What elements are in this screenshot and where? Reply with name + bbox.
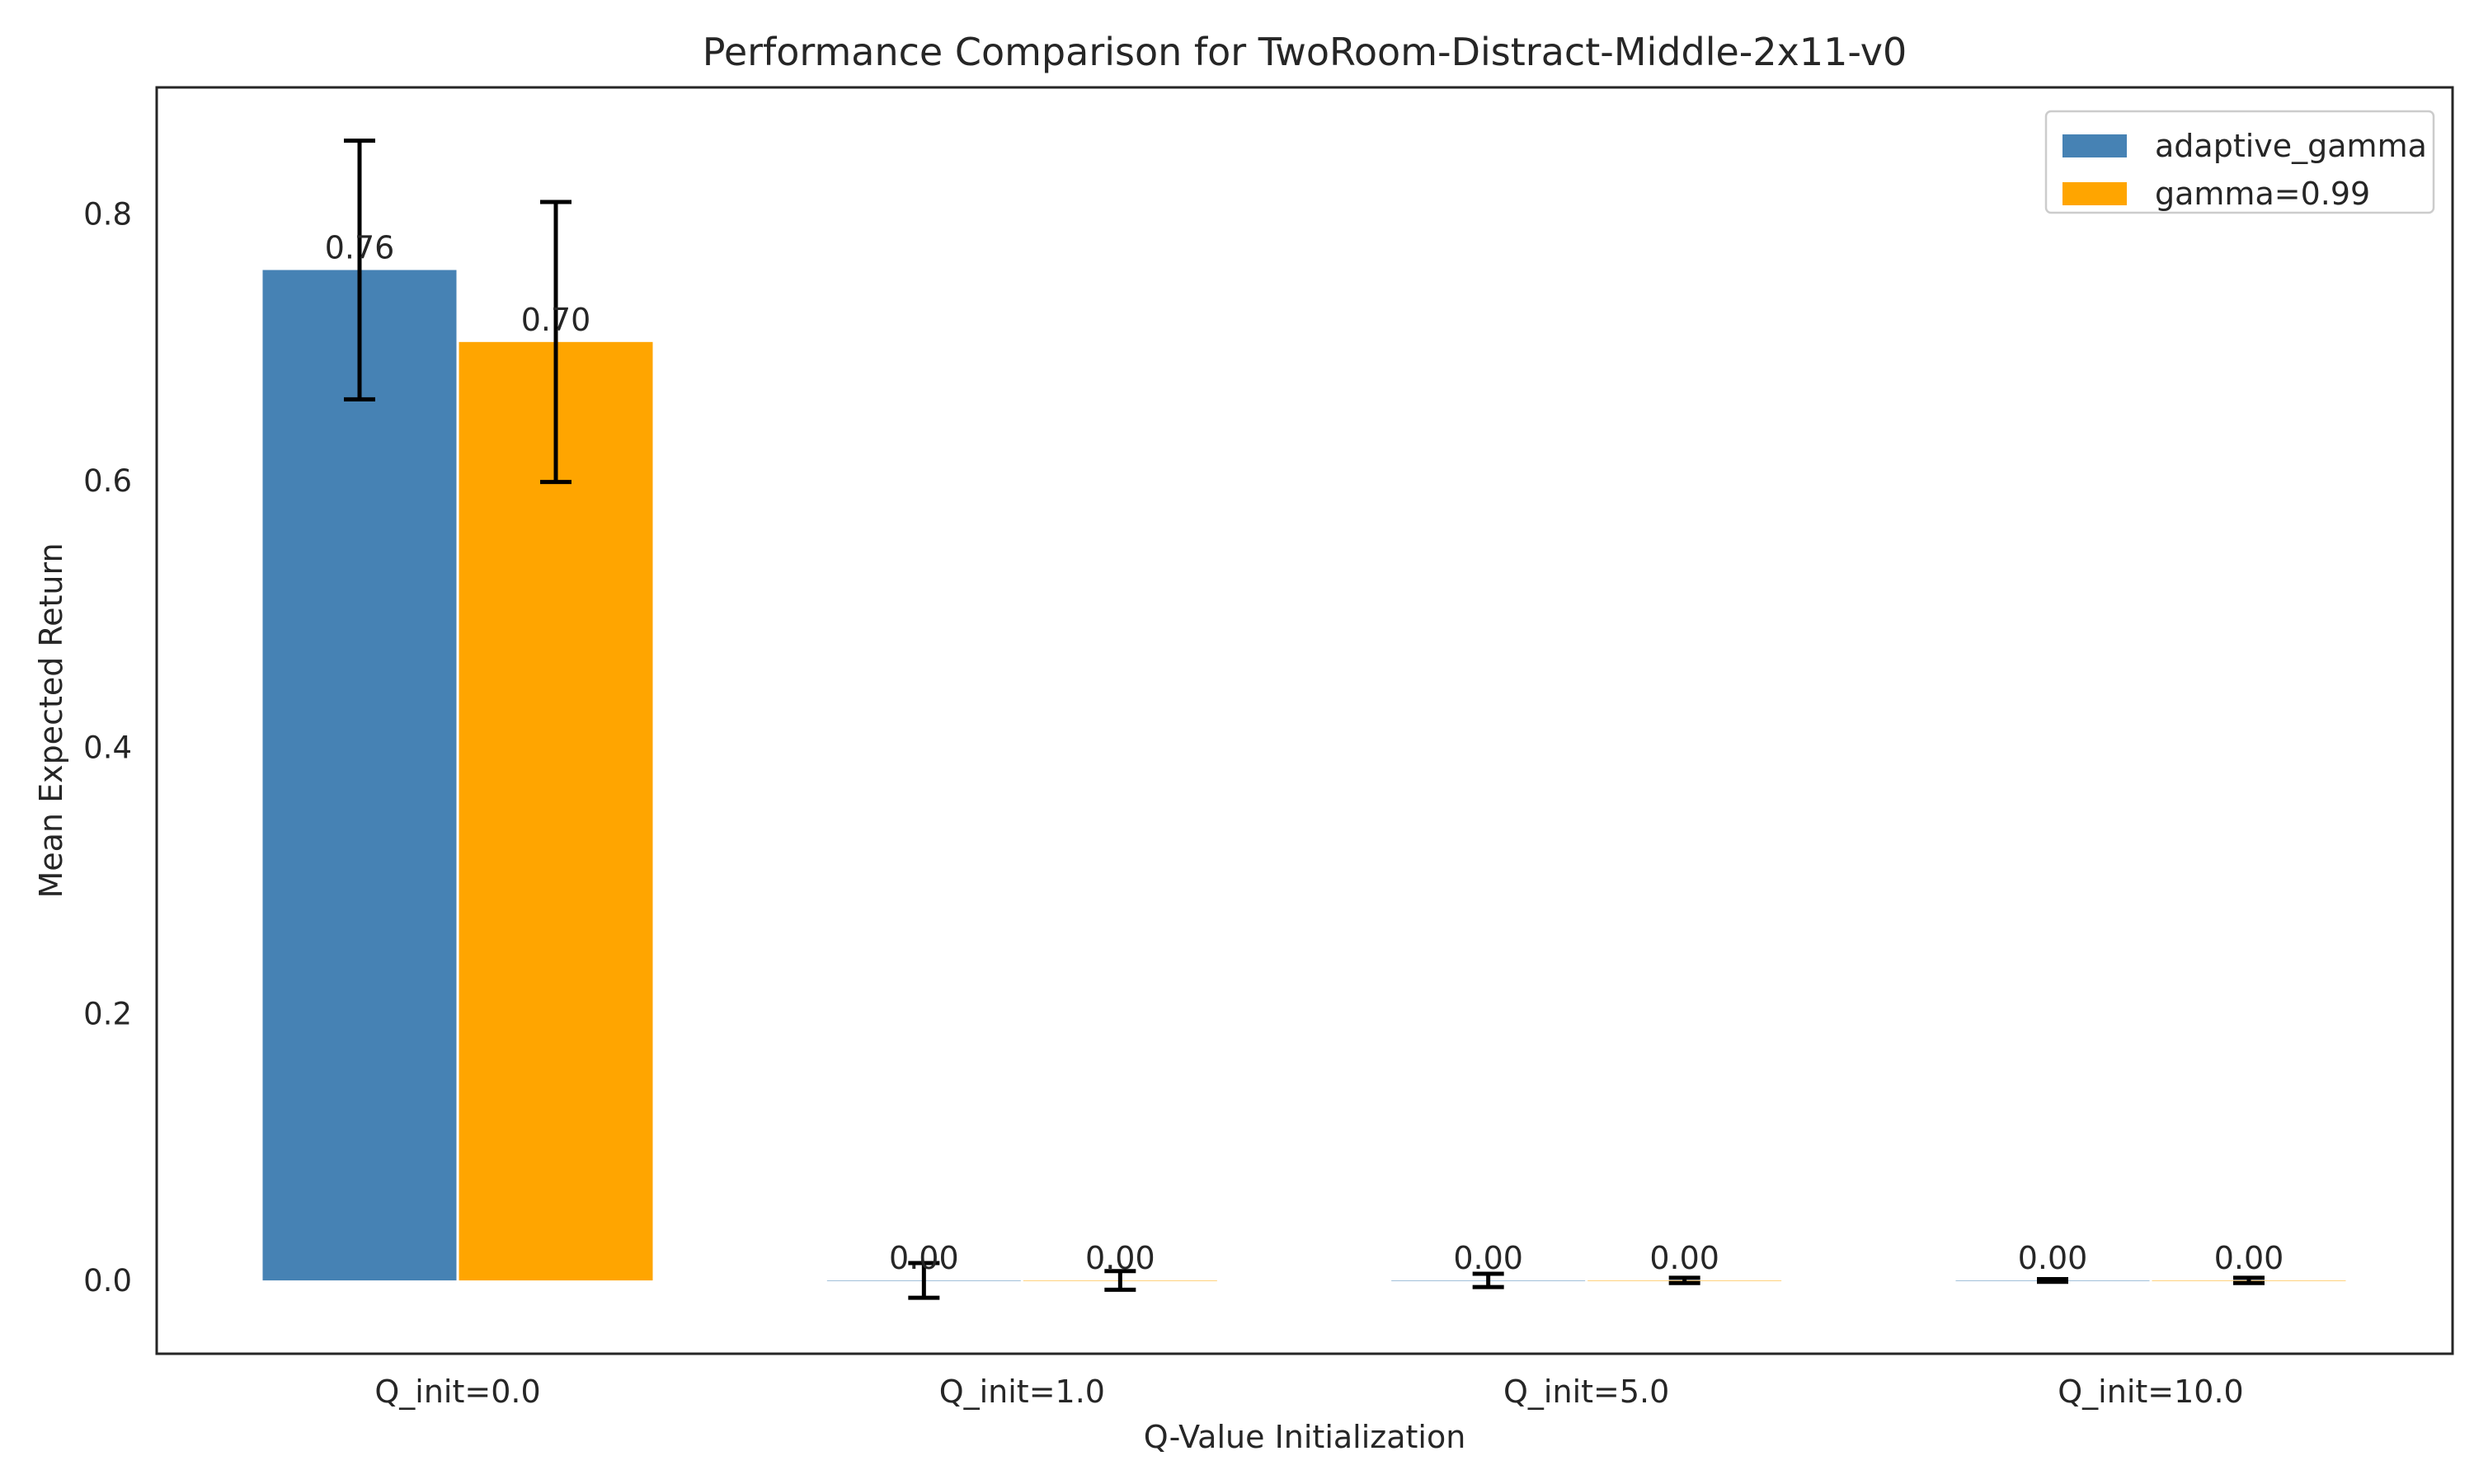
data-label-s0-c0: 0.76 xyxy=(325,230,395,266)
y-tick-label: 0.8 xyxy=(83,197,132,232)
data-label-s0-c2: 0.00 xyxy=(1453,1240,1523,1276)
axes-frame xyxy=(155,86,2454,1355)
error-bar-s0-c2 xyxy=(1472,1271,1504,1289)
legend-swatch-series2 xyxy=(2062,182,2127,205)
data-label-s1-c3: 0.00 xyxy=(2214,1240,2284,1276)
bar-series1-0 xyxy=(262,270,457,1281)
error-bar-s0-c3 xyxy=(2037,1276,2068,1284)
legend-label-series1: adaptive_gamma xyxy=(2155,128,2427,164)
y-tick-label: 0.0 xyxy=(83,1263,132,1298)
error-bar-s0-c0 xyxy=(344,139,375,402)
error-bar-s0-c1 xyxy=(908,1261,940,1300)
legend-swatch-series1 xyxy=(2062,134,2127,157)
y-tick-label: 0.6 xyxy=(83,463,132,499)
bar-series2-0 xyxy=(459,341,653,1281)
error-bar-s1-c0 xyxy=(540,200,571,485)
plot-area xyxy=(262,139,2346,1300)
y-tick-label: 0.2 xyxy=(83,997,132,1032)
y-axis-label: Mean Expected Return xyxy=(33,542,69,898)
x-tick-label: Q_init=1.0 xyxy=(939,1374,1105,1410)
legend-box xyxy=(2044,110,2435,214)
legend: adaptive_gamma gamma=0.99 xyxy=(2044,110,2435,214)
data-label-s1-c0: 0.70 xyxy=(521,302,591,338)
error-bar-s1-c3 xyxy=(2233,1275,2265,1285)
x-tick-label: Q_init=5.0 xyxy=(1503,1374,1669,1410)
data-label-s0-c3: 0.00 xyxy=(2018,1240,2088,1276)
data-label-s1-c1: 0.00 xyxy=(1085,1240,1155,1276)
y-tick-label: 0.4 xyxy=(83,730,132,765)
chart-title: Performance Comparison for TwoRoom-Distr… xyxy=(703,30,1907,74)
data-label-s1-c2: 0.00 xyxy=(1649,1240,1719,1276)
x-axis-label: Q-Value Initialization xyxy=(1144,1419,1466,1455)
axes xyxy=(155,86,2454,1355)
x-tick-label: Q_init=10.0 xyxy=(2058,1374,2243,1410)
x-tick-label: Q_init=0.0 xyxy=(374,1374,540,1410)
error-bar-s1-c1 xyxy=(1104,1269,1136,1292)
error-bar-s1-c2 xyxy=(1668,1275,1700,1285)
data-label-s0-c1: 0.00 xyxy=(889,1240,959,1276)
chart-labels: 0.76 0.00 0.00 0.00 0.70 0.00 0.00 0.00 0.0 0.2 0.… xyxy=(33,30,2284,1455)
legend-label-series2: gamma=0.99 xyxy=(2155,176,2370,212)
